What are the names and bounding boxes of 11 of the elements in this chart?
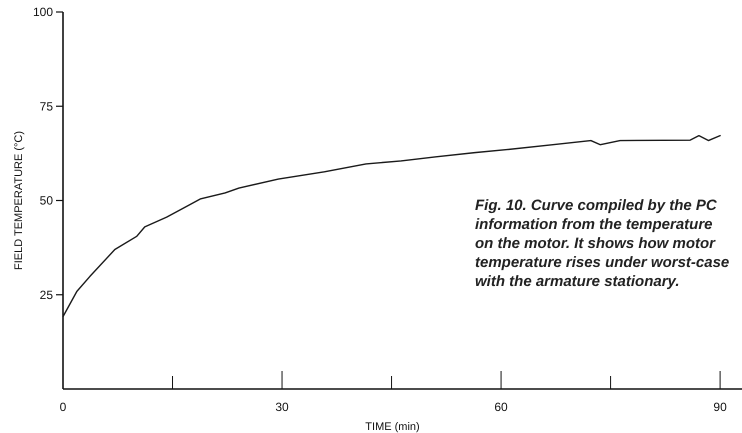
x-axis-title: TIME (min) (365, 421, 420, 433)
y-tick-label: 100 (32, 5, 54, 20)
y-tick-label: 75 (40, 99, 54, 114)
x-tick-label: 90 (713, 400, 728, 414)
x-tick-label: 60 (494, 400, 508, 414)
y-tick-label: 50 (40, 194, 54, 208)
x-tick-label: 0 (60, 400, 67, 414)
y-tick-label: 25 (40, 288, 54, 302)
y-axis-title: FIELD TEMPERATURE (°C) (13, 130, 25, 270)
annotation: Fig. 10. Curve compiled by the PC information from the temperature on the motor. It shows how motor temperature rises under worst-case with the armature stationary. (475, 197, 730, 290)
x-tick-label: 30 (275, 400, 290, 414)
